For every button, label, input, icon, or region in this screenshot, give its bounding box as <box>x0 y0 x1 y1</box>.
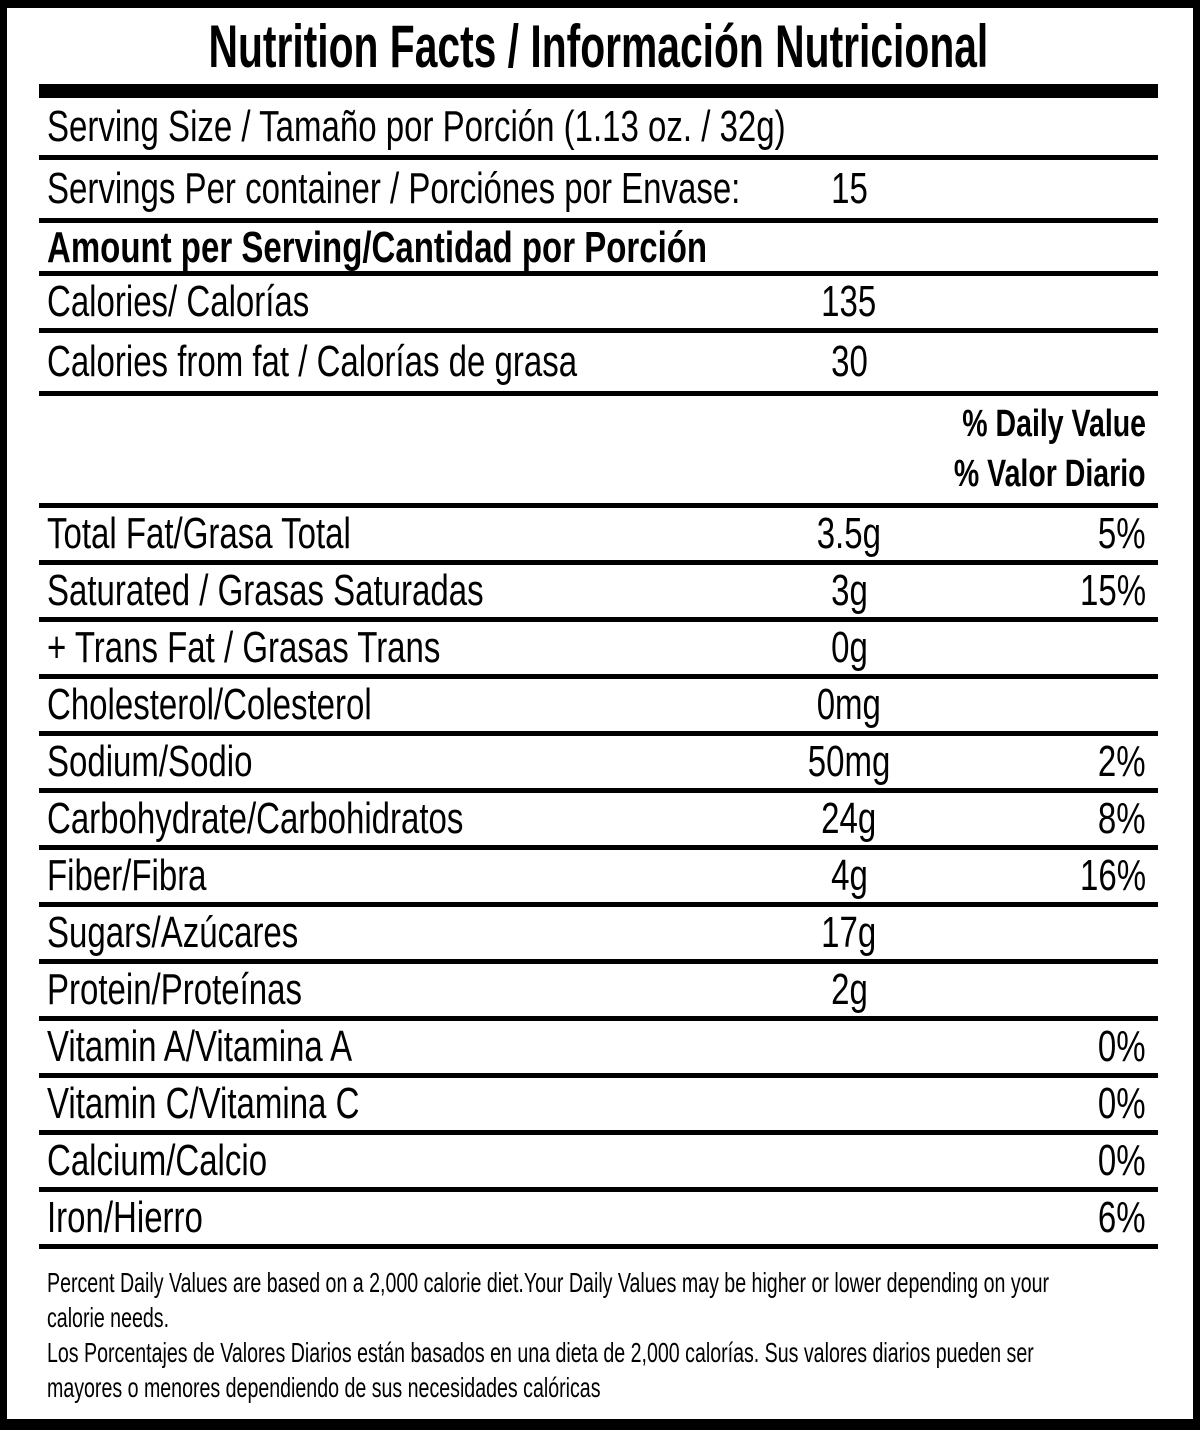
nutrient-label: Vitamin C/Vitamina C <box>47 1079 360 1128</box>
nutrient-dv <box>984 908 1158 958</box>
servings-per-container-row: Servings Per container / Porciónes por E… <box>39 160 1158 223</box>
serving-size-text: Serving Size / Tamaño por Porción (1.13 … <box>47 101 786 151</box>
nutrient-label: Vitamin A/Vitamina A <box>47 1022 353 1071</box>
nutrient-label: Iron/Hierro <box>47 1193 203 1242</box>
nutrient-dv: 15% <box>1079 566 1146 615</box>
nutrient-label: Calcium/Calcio <box>47 1136 268 1185</box>
nutrient-label: Protein/Proteínas <box>47 965 302 1014</box>
nutrient-amount <box>714 1136 984 1186</box>
label-title: Nutrition Facts / Información Nutriciona… <box>208 12 989 80</box>
daily-value-heading: % Daily Value % Valor Diario <box>39 396 1158 508</box>
label-title-band: Nutrition Facts / Información Nutriciona… <box>39 8 1158 84</box>
nutrient-amount: 2g <box>830 965 868 1014</box>
nutrient-dv: 6% <box>1098 1193 1146 1242</box>
nutrient-label: Total Fat/Grasa Total <box>47 509 351 558</box>
nutrient-label: Cholesterol/Colesterol <box>47 680 372 729</box>
calories-row: Calories/ Calorías 135 <box>39 276 1158 333</box>
nutrient-row-sugars: Sugars/Azúcares 17g <box>39 907 1158 964</box>
nutrient-label: Fiber/Fibra <box>47 851 207 900</box>
nutrient-amount: 24g <box>821 794 877 843</box>
nutrient-amount: 17g <box>821 908 877 957</box>
footnote-line: calorie needs. <box>47 1302 170 1333</box>
nutrient-dv: 0% <box>1098 1136 1146 1185</box>
nutrient-dv: 0% <box>1098 1079 1146 1128</box>
servings-per-container-value: 15 <box>830 164 868 213</box>
nutrient-row-saturated-fat: Saturated / Grasas Saturadas 3g 15% <box>39 565 1158 622</box>
serving-size-row: Serving Size / Tamaño por Porción (1.13 … <box>39 98 1158 160</box>
nutrient-amount <box>714 1079 984 1129</box>
nutrient-dv <box>984 965 1158 1015</box>
footnote-line: Los Porcentajes de Valores Diarios están… <box>47 1337 1034 1368</box>
amount-per-serving-heading-row: Amount per Serving/Cantidad por Porción <box>39 223 1158 276</box>
nutrient-amount: 4g <box>830 851 868 900</box>
nutrient-row-fiber: Fiber/Fibra 4g 16% <box>39 850 1158 907</box>
nutrient-amount: 0mg <box>816 680 882 729</box>
nutrient-amount <box>714 1022 984 1072</box>
nutrient-dv: 2% <box>1098 737 1146 786</box>
nutrient-row-trans-fat: + Trans Fat / Grasas Trans 0g <box>39 622 1158 679</box>
nutrient-row-calcium: Calcium/Calcio 0% <box>39 1135 1158 1192</box>
nutrient-row-total-fat: Total Fat/Grasa Total 3.5g 5% <box>39 508 1158 565</box>
nutrient-label: Sugars/Azúcares <box>47 908 299 957</box>
daily-value-heading-en: % Daily Value <box>962 403 1146 445</box>
nutrient-amount: 0g <box>830 623 868 672</box>
nutrient-amount: 3g <box>830 566 868 615</box>
nutrient-row-iron: Iron/Hierro 6% <box>39 1192 1158 1249</box>
nutrient-amount: 3.5g <box>816 509 882 558</box>
nutrient-label: Sodium/Sodio <box>47 737 253 786</box>
nutrient-row-protein: Protein/Proteínas 2g <box>39 964 1158 1021</box>
nutrient-label: + Trans Fat / Grasas Trans <box>47 623 441 672</box>
daily-value-footnote: Percent Daily Values are based on a 2,00… <box>39 1249 1158 1405</box>
nutrient-row-vitamin-a: Vitamin A/Vitamina A 0% <box>39 1021 1158 1078</box>
nutrient-dv: 0% <box>1098 1022 1146 1071</box>
footnote-line: mayores o menores dependiendo de sus nec… <box>47 1372 601 1403</box>
nutrient-dv: 5% <box>1098 509 1146 558</box>
nutrient-row-cholesterol: Cholesterol/Colesterol 0mg <box>39 679 1158 736</box>
nutrient-amount: 50mg <box>807 737 891 786</box>
nutrient-dv <box>984 680 1158 730</box>
nutrient-dv: 16% <box>1079 851 1146 900</box>
nutrient-dv <box>984 623 1158 673</box>
nutrient-row-sodium: Sodium/Sodio 50mg 2% <box>39 736 1158 793</box>
calories-value: 135 <box>821 277 877 326</box>
calories-from-fat-row: Calories from fat / Calorías de grasa 30 <box>39 333 1158 396</box>
title-divider-bar <box>39 84 1158 98</box>
calories-from-fat-value: 30 <box>830 337 868 386</box>
nutrient-dv: 8% <box>1098 794 1146 843</box>
amount-per-serving-heading: Amount per Serving/Cantidad por Porción <box>47 223 708 272</box>
calories-from-fat-label: Calories from fat / Calorías de grasa <box>47 337 578 386</box>
nutrient-label: Saturated / Grasas Saturadas <box>47 566 484 615</box>
nutrient-row-vitamin-c: Vitamin C/Vitamina C 0% <box>39 1078 1158 1135</box>
footnote-line: Percent Daily Values are based on a 2,00… <box>47 1267 1050 1298</box>
daily-value-heading-es: % Valor Diario <box>954 453 1146 495</box>
nutrient-label: Carbohydrate/Carbohidratos <box>47 794 464 843</box>
calories-label: Calories/ Calorías <box>47 277 310 326</box>
servings-per-container-label: Servings Per container / Porciónes por E… <box>47 164 741 213</box>
nutrient-amount <box>714 1193 984 1243</box>
nutrient-row-carbohydrate: Carbohydrate/Carbohidratos 24g 8% <box>39 793 1158 850</box>
label-content: Nutrition Facts / Información Nutriciona… <box>39 8 1158 1405</box>
